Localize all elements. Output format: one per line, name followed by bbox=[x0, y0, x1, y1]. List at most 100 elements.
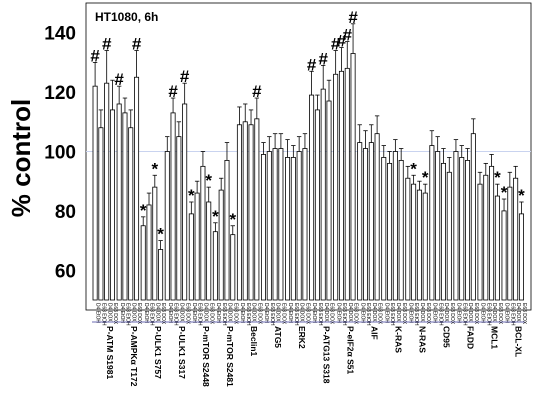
group-label: P-ATG13 S318 bbox=[321, 326, 331, 384]
condition-label: D4 DOX bbox=[323, 303, 329, 322]
plot-frame bbox=[85, 2, 532, 311]
condition-label: D4 EtOH bbox=[359, 303, 365, 323]
group-label: K-RAS bbox=[393, 326, 403, 353]
group-label: BCL-XL bbox=[514, 326, 524, 357]
significance-mark: # bbox=[318, 49, 328, 68]
group-label: P-ULK1 S757 bbox=[153, 326, 163, 379]
condition-label: E63 DOX bbox=[112, 303, 118, 325]
y-axis: 60 80 100 120 140 bbox=[44, 24, 76, 283]
significance-mark: # bbox=[307, 55, 317, 74]
significance-mark: * bbox=[410, 159, 417, 178]
condition-label: D4 EtOH bbox=[407, 303, 413, 323]
bar-group: # bbox=[236, 82, 262, 301]
condition-label: D4 EtOH bbox=[167, 303, 173, 323]
condition-label: D4 DOX bbox=[154, 303, 160, 322]
condition-label: E63 EtOH bbox=[197, 303, 203, 326]
bar bbox=[182, 103, 188, 301]
bar bbox=[218, 189, 224, 301]
bar bbox=[314, 109, 320, 301]
bar bbox=[470, 133, 476, 301]
bar bbox=[200, 165, 206, 301]
bar-group: ## bbox=[90, 35, 116, 301]
condition-label: D4 DOX bbox=[419, 303, 425, 322]
significance-mark: # bbox=[168, 82, 178, 101]
bar bbox=[98, 127, 104, 301]
bar bbox=[435, 151, 441, 301]
significance-mark: * bbox=[157, 225, 164, 244]
bar bbox=[411, 183, 417, 301]
group-label: ATG5 bbox=[273, 326, 283, 348]
bar-group bbox=[453, 118, 476, 301]
significance-mark: # bbox=[102, 35, 112, 54]
condition-label: D4 EtOH bbox=[480, 303, 486, 323]
bar bbox=[338, 70, 344, 301]
condition-label: D4 DOX bbox=[467, 303, 473, 322]
condition-label: D4 EtOH bbox=[263, 303, 269, 323]
bar bbox=[392, 151, 398, 301]
bar bbox=[309, 94, 315, 301]
condition-label: E63 DOX bbox=[329, 303, 335, 325]
condition-label: D4 DOX bbox=[275, 303, 281, 322]
condition-label: E63 DOX bbox=[473, 303, 479, 325]
bar bbox=[104, 82, 110, 301]
condition-label: E63 DOX bbox=[521, 303, 527, 325]
condition-label: D4 DOX bbox=[395, 303, 401, 322]
condition-label: D4 DOX bbox=[130, 303, 136, 322]
condition-label: D4 DOX bbox=[515, 303, 521, 322]
group-label: MCL1 bbox=[490, 326, 500, 349]
bar bbox=[494, 195, 500, 301]
significance-mark: # bbox=[252, 82, 262, 101]
condition-label: E63 DOX bbox=[497, 303, 503, 325]
bar bbox=[170, 112, 176, 301]
bar bbox=[92, 85, 98, 301]
bar bbox=[344, 67, 350, 301]
condition-label: D4 EtOH bbox=[119, 303, 125, 323]
y-tick-label: 100 bbox=[44, 143, 76, 164]
bar bbox=[459, 157, 465, 301]
bar bbox=[164, 151, 170, 301]
condition-label: D4 DOX bbox=[443, 303, 449, 322]
significance-mark: * bbox=[140, 201, 147, 220]
group-label: P-mTOR S2481 bbox=[225, 326, 235, 387]
significance-mark: # bbox=[348, 8, 358, 27]
condition-label: E63 EtOH bbox=[149, 303, 155, 326]
condition-label: E63 EtOH bbox=[173, 303, 179, 326]
significance-mark: * bbox=[229, 210, 236, 229]
significance-mark: * bbox=[501, 183, 508, 202]
group-label: FADD bbox=[466, 326, 476, 349]
condition-label: E63 DOX bbox=[305, 303, 311, 325]
bar bbox=[326, 100, 332, 301]
bar-group bbox=[381, 139, 404, 301]
bar bbox=[134, 76, 140, 301]
condition-label: E63 EtOH bbox=[125, 303, 131, 326]
bar bbox=[194, 192, 200, 301]
bar bbox=[260, 154, 266, 301]
bar bbox=[152, 186, 158, 301]
condition-label: E63 EtOH bbox=[317, 303, 323, 326]
group-label: P-ULK1 S317 bbox=[177, 326, 187, 379]
condition-label: D4 DOX bbox=[106, 303, 112, 322]
bar bbox=[285, 157, 291, 301]
y-tick-label: 140 bbox=[44, 24, 76, 45]
bar-group: ## bbox=[307, 49, 332, 301]
significance-mark: * bbox=[188, 186, 195, 205]
bar bbox=[278, 148, 284, 301]
significance-mark: * bbox=[205, 171, 212, 190]
bar bbox=[188, 213, 194, 301]
bar bbox=[320, 88, 326, 301]
bar bbox=[387, 162, 393, 301]
condition-label: E63 EtOH bbox=[221, 303, 227, 326]
bar bbox=[333, 73, 339, 301]
bar bbox=[266, 151, 272, 301]
bar-group: ## bbox=[114, 35, 142, 301]
significance-mark: # bbox=[90, 46, 100, 65]
significance-mark: * bbox=[518, 186, 525, 205]
condition-label: E63 DOX bbox=[401, 303, 407, 325]
bar bbox=[206, 201, 212, 301]
condition-label: D4 EtOH bbox=[287, 303, 293, 323]
bar bbox=[212, 231, 218, 301]
significance-mark: # bbox=[132, 35, 142, 54]
bar bbox=[477, 183, 483, 301]
bar bbox=[296, 151, 302, 301]
group-label: CD95 bbox=[442, 326, 452, 348]
